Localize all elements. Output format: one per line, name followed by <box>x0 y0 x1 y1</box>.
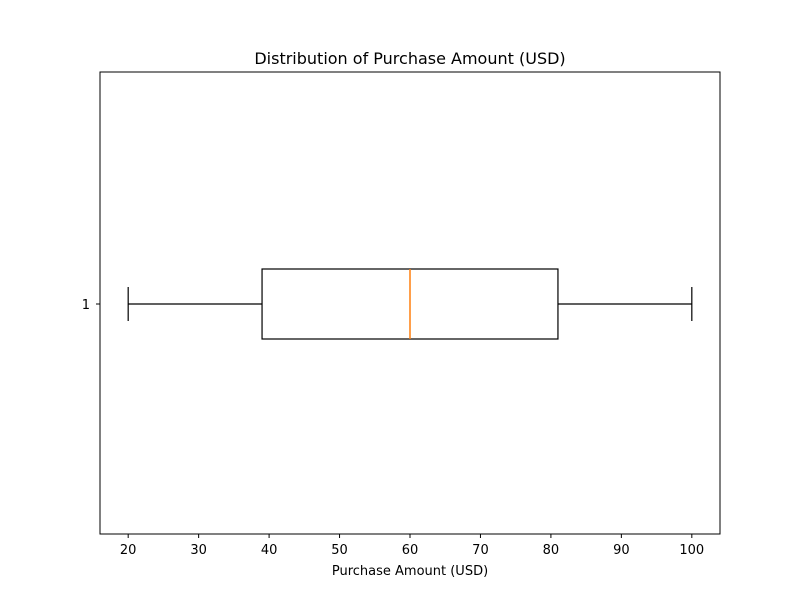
x-tick-label: 90 <box>613 543 630 558</box>
x-axis: 20 30 40 50 60 70 80 90 100 <box>120 534 704 558</box>
y-axis: 1 <box>82 298 100 313</box>
box-group <box>127 268 693 340</box>
x-tick-label: 20 <box>120 543 137 558</box>
x-tick-label: 50 <box>331 543 348 558</box>
chart-title: Distribution of Purchase Amount (USD) <box>254 49 565 68</box>
x-tick-label: 40 <box>261 543 278 558</box>
x-tick-label: 100 <box>679 543 704 558</box>
y-tick-label: 1 <box>82 298 90 313</box>
x-tick-label: 60 <box>402 543 419 558</box>
x-tick-label: 70 <box>472 543 489 558</box>
x-tick-label: 30 <box>190 543 207 558</box>
x-axis-label: Purchase Amount (USD) <box>332 564 488 579</box>
x-tick-label: 80 <box>543 543 560 558</box>
